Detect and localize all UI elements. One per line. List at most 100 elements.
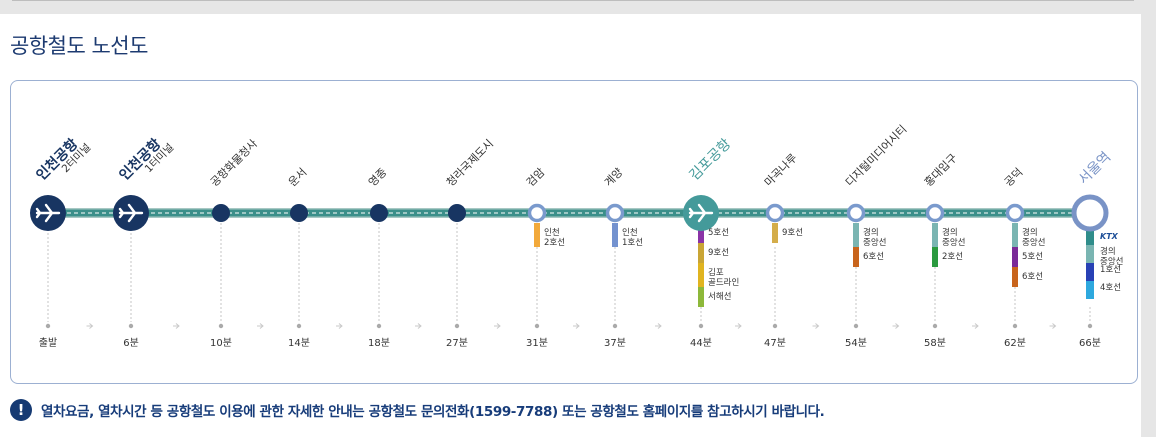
transfer-bar: [1086, 281, 1094, 299]
transfer-label: 2호선: [942, 252, 963, 262]
transfer-bar: [1086, 227, 1094, 245]
transfer-label: 5호선: [1022, 252, 1043, 262]
station-marker[interactable]: [605, 203, 625, 223]
timeline-dot: [128, 323, 134, 329]
transfer-bar: [1086, 263, 1094, 281]
station-marker[interactable]: [925, 203, 945, 223]
page-title: 공항철도 노선도: [10, 34, 148, 58]
timeline-dot: [218, 323, 224, 329]
transfer-bar: [1012, 267, 1018, 287]
travel-time: 44분: [690, 337, 712, 349]
travel-time: 14분: [288, 337, 310, 349]
timeline-arrow-icon: [655, 323, 662, 329]
travel-time: 66분: [1079, 337, 1101, 349]
transfer-bar: [853, 223, 859, 247]
station-name: 디지털미디어시티: [843, 123, 909, 189]
transfer-label: 경의: [863, 227, 879, 238]
transfer-bar: [698, 243, 704, 263]
timeline-arrow-icon: [86, 323, 94, 329]
station-name: 공덕: [1002, 166, 1026, 190]
station-marker[interactable]: [448, 204, 466, 222]
station-name: 서울역: [1076, 149, 1115, 188]
station-marker[interactable]: [846, 203, 866, 223]
station-name: 김포공항: [687, 136, 735, 184]
notice-bar: ! 열차요금, 열차시간 등 공항철도 이용에 관한 자세한 안내는 공항철도 …: [10, 398, 825, 422]
transfer-label: 인천: [544, 227, 560, 238]
travel-time: 47분: [764, 337, 786, 349]
timeline-dot: [1012, 323, 1018, 329]
transfer-bar: [698, 223, 704, 243]
timeline-dot: [45, 323, 51, 329]
exclamation-icon: !: [10, 399, 32, 421]
timeline-arrow-icon: [336, 323, 343, 329]
transfer-label: 골드라인: [708, 277, 739, 288]
transfer-label: 6호선: [1022, 272, 1043, 282]
airplane-icon: [118, 203, 144, 223]
transfer-label: 인천: [622, 227, 638, 238]
timeline-dot: [534, 323, 540, 329]
station-marker[interactable]: [370, 204, 388, 222]
timeline-arrow-icon: [173, 323, 180, 329]
timeline-arrow-icon: [494, 323, 501, 329]
station-marker[interactable]: [1005, 203, 1025, 223]
transfer-label: 1호선: [1100, 265, 1121, 275]
top-divider: [12, 0, 1134, 1]
route-map-frame: [10, 80, 1138, 384]
travel-time: 27분: [446, 337, 468, 349]
timeline-arrow-icon: [735, 323, 742, 329]
station-name: 공항화물청사: [208, 137, 260, 189]
transfer-label: 1호선: [622, 238, 643, 248]
station-name: 계양: [602, 166, 626, 190]
transfer-label: 경의: [1022, 227, 1038, 238]
timeline-dot: [772, 323, 778, 329]
travel-time: 62분: [1004, 337, 1026, 349]
transfer-label: 6호선: [863, 252, 884, 262]
travel-time: 31분: [526, 337, 548, 349]
transfer-bar: [932, 247, 938, 267]
transfer-label: 4호선: [1100, 283, 1121, 293]
transfer-bar: [1086, 245, 1094, 263]
transfer-bar: [1012, 223, 1018, 247]
timeline-dot: [376, 323, 382, 329]
station-marker[interactable]: [765, 203, 785, 223]
transfer-label: 서해선: [708, 292, 731, 302]
transfer-label: 경의: [1100, 246, 1116, 257]
timeline-arrow-icon: [257, 323, 264, 329]
station-marker[interactable]: [290, 204, 308, 222]
travel-time: 18분: [368, 337, 390, 349]
transfer-bar: [534, 223, 540, 247]
transfer-label: 중앙선: [1100, 256, 1123, 267]
station-marker[interactable]: [527, 203, 547, 223]
timeline-dot: [296, 323, 302, 329]
timeline-dot: [1087, 323, 1093, 329]
timeline-arrow-icon: [415, 323, 422, 329]
ktx-logo: KTX: [1100, 232, 1119, 241]
timeline-dot: [932, 323, 938, 329]
station-marker[interactable]: [1071, 194, 1109, 232]
timeline-dot: [612, 323, 618, 329]
transfer-bar: [853, 247, 859, 267]
station-name: 영종: [366, 166, 390, 190]
timeline-arrow-icon: [972, 323, 979, 329]
timeline-arrow-icon: [573, 323, 580, 329]
travel-time: 출발: [39, 337, 57, 349]
transfer-bar: [772, 223, 778, 243]
station-marker[interactable]: [212, 204, 230, 222]
station-name: 마곡나루: [762, 151, 800, 189]
transfer-label: 중앙선: [863, 237, 886, 248]
airplane-icon: [35, 203, 61, 223]
transfer-label: 9호선: [708, 248, 729, 258]
transfer-bar: [1012, 247, 1018, 267]
travel-time: 58분: [924, 337, 946, 349]
transfer-bar: [612, 223, 618, 247]
transfer-bar: [932, 223, 938, 247]
transfer-label: 5호선: [708, 228, 729, 238]
transfer-label: 경의: [942, 227, 958, 238]
transfer-label: 김포: [708, 267, 724, 278]
timeline-arrow-icon: [892, 323, 900, 329]
transfer-bar: [698, 263, 704, 287]
station-name: 검암: [524, 166, 548, 190]
transfer-label: 2호선: [544, 238, 565, 248]
station-name: 홍대입구: [921, 151, 960, 190]
transfer-bar: [698, 287, 704, 307]
